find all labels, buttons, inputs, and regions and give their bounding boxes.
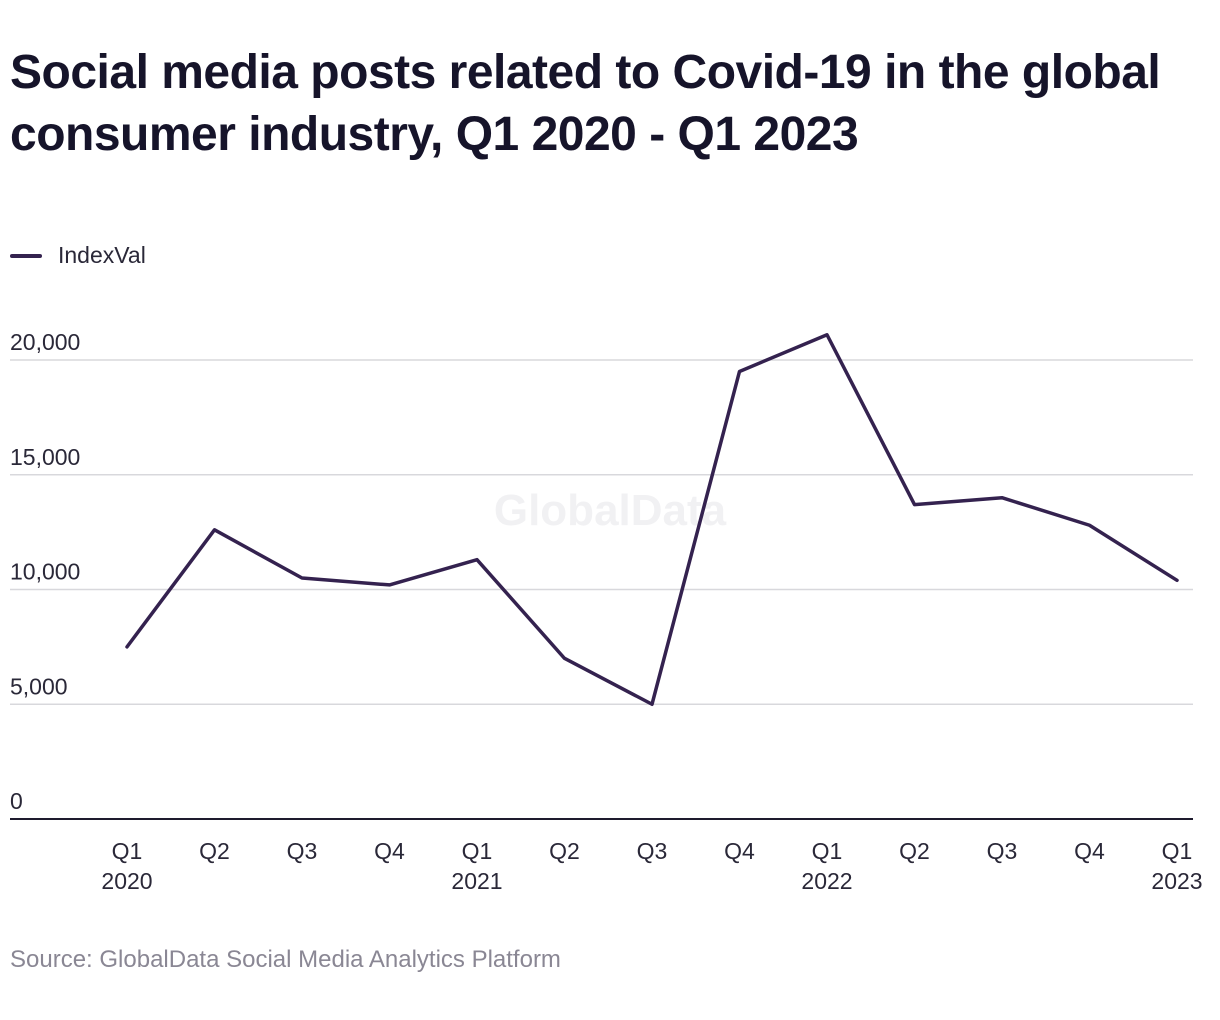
x-tick-label: 2020 [101,868,152,894]
line-chart: GlobalData 0 5,000 10,000 15,000 20,000 Q1 20… [10,329,1203,894]
x-tick-label: Q4 [1074,838,1105,864]
y-tick-label: 5,000 [10,673,68,699]
x-axis-labels: Q1 2020 Q2 Q3 Q4 Q1 2021 Q2 Q3 Q4 Q1 2022 Q2 Q3 Q4 Q1 20… [101,838,1202,894]
x-tick-label: Q2 [899,838,930,864]
legend-swatch [10,253,42,258]
x-tick-label: 2022 [801,868,852,894]
y-tick-label: 10,000 [10,559,80,585]
x-tick-label: 2023 [1151,868,1202,894]
y-tick-label: 20,000 [10,329,80,355]
legend-label: IndexVal [58,242,146,268]
x-tick-label: Q2 [199,838,230,864]
x-tick-label: Q3 [637,838,668,864]
x-tick-label: Q4 [374,838,405,864]
x-tick-label: Q1 [112,838,143,864]
x-tick-label: Q4 [724,838,755,864]
x-tick-label: Q3 [987,838,1018,864]
x-tick-label: Q1 [812,838,843,864]
x-tick-label: 2021 [451,868,502,894]
y-axis-labels: 0 5,000 10,000 15,000 20,000 [10,329,80,814]
y-tick-label: 0 [10,788,23,814]
source-note: Source: GlobalData Social Media Analytic… [10,946,561,973]
x-tick-label: Q3 [287,838,318,864]
y-tick-label: 15,000 [10,444,80,470]
x-tick-label: Q1 [462,838,493,864]
series-line-indexval [125,333,1179,706]
chart-title: Social media posts related to Covid-19 i… [10,46,1161,161]
gridlines [10,359,1193,705]
legend: IndexVal [10,242,146,269]
watermark: GlobalData [494,486,727,535]
x-tick-label: Q1 [1162,838,1193,864]
x-tick-label: Q2 [549,838,580,864]
